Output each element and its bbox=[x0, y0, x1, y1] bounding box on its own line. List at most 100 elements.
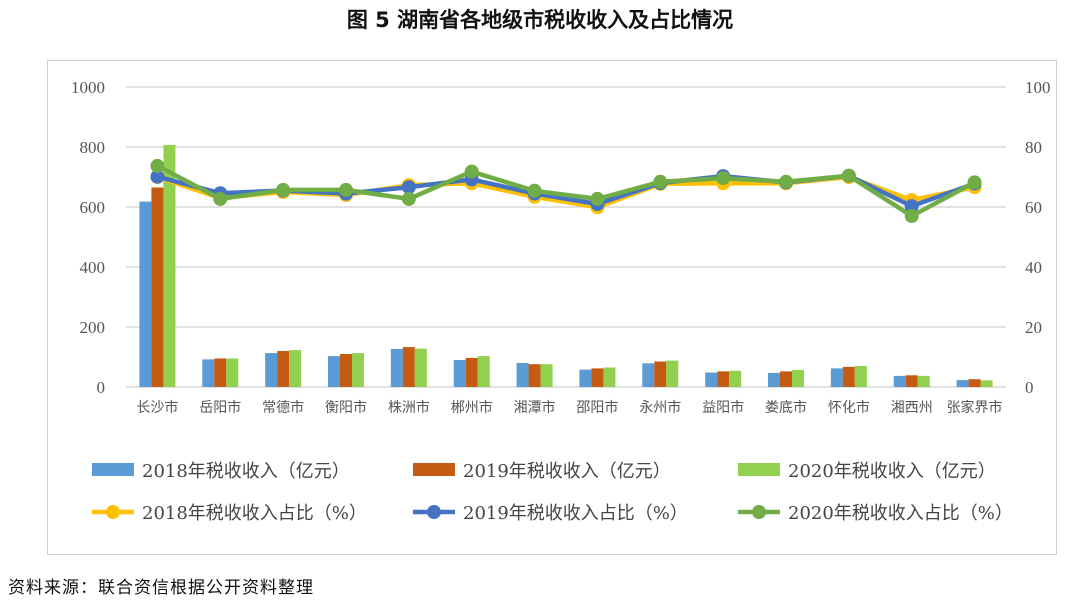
left-tick-label: 400 bbox=[80, 258, 106, 277]
bar bbox=[340, 354, 352, 387]
category-label: 娄底市 bbox=[765, 399, 807, 416]
legend-label: 2018年税收收入占比（%） bbox=[142, 503, 367, 524]
category-label: 株洲市 bbox=[388, 399, 430, 416]
line-point bbox=[527, 183, 542, 198]
bar bbox=[414, 348, 427, 387]
category-label: 张家界市 bbox=[947, 399, 1003, 416]
category-label: 长沙市 bbox=[136, 399, 178, 416]
legend-marker bbox=[752, 505, 766, 519]
bar bbox=[277, 351, 290, 387]
bar bbox=[579, 369, 592, 387]
bar bbox=[980, 380, 993, 387]
bar bbox=[729, 370, 742, 387]
chart-frame bbox=[47, 60, 1057, 555]
line-point bbox=[276, 182, 291, 197]
bar bbox=[352, 353, 364, 387]
legend-marker bbox=[106, 505, 120, 519]
category-label: 邵阳市 bbox=[576, 399, 618, 416]
bar bbox=[163, 144, 176, 387]
right-tick-label: 60 bbox=[1025, 198, 1042, 217]
line-point bbox=[401, 180, 416, 195]
bar bbox=[591, 368, 604, 387]
line-point bbox=[213, 191, 228, 206]
right-tick-label: 40 bbox=[1025, 258, 1042, 277]
left-tick-label: 200 bbox=[80, 318, 106, 337]
legend-swatch bbox=[92, 463, 134, 476]
bar bbox=[768, 372, 780, 387]
bar bbox=[540, 364, 553, 387]
legend-label: 2018年税收收入（亿元） bbox=[142, 461, 350, 482]
legend-label: 2020年税收收入（亿元） bbox=[788, 461, 996, 482]
left-tick-label: 800 bbox=[80, 138, 106, 157]
bar bbox=[717, 371, 730, 387]
category-label: 永州市 bbox=[639, 399, 681, 416]
bar bbox=[477, 356, 490, 387]
bar bbox=[854, 366, 867, 387]
bar bbox=[139, 201, 152, 387]
line-point bbox=[841, 168, 856, 183]
line-point bbox=[779, 174, 793, 189]
legend-swatch bbox=[738, 463, 780, 476]
right-tick-label: 100 bbox=[1025, 78, 1051, 97]
bar bbox=[603, 367, 616, 387]
bar bbox=[151, 187, 164, 387]
bar bbox=[265, 353, 278, 387]
bar bbox=[328, 356, 340, 387]
line-point bbox=[904, 199, 919, 214]
bar bbox=[289, 350, 302, 387]
bar bbox=[968, 379, 981, 387]
category-label: 湘潭市 bbox=[514, 399, 556, 416]
bar bbox=[654, 361, 667, 387]
series-line bbox=[156, 163, 976, 219]
bar bbox=[453, 360, 466, 387]
bar bbox=[214, 358, 227, 387]
line-point bbox=[590, 191, 605, 206]
bar bbox=[956, 380, 969, 387]
line-point bbox=[653, 174, 668, 189]
category-label: 郴州市 bbox=[451, 399, 493, 416]
source-note: 资料来源：联合资信根据公开资料整理 bbox=[8, 578, 314, 598]
line-point bbox=[967, 175, 982, 190]
right-tick-label: 0 bbox=[1025, 378, 1034, 397]
line-point bbox=[904, 209, 919, 223]
bar bbox=[792, 369, 804, 387]
bar bbox=[642, 363, 655, 387]
right-tick-label: 80 bbox=[1025, 138, 1042, 157]
legend-label: 2020年税收收入占比（%） bbox=[788, 503, 1013, 524]
line-point bbox=[150, 169, 165, 184]
chart-title: 图 5 湖南省各地级市税收收入及占比情况 bbox=[346, 8, 734, 32]
bar bbox=[528, 364, 541, 387]
right-tick-label: 20 bbox=[1025, 318, 1042, 337]
category-label: 怀化市 bbox=[828, 399, 870, 416]
bar bbox=[226, 358, 239, 387]
bar bbox=[666, 360, 679, 387]
line-point bbox=[716, 171, 731, 186]
bar bbox=[917, 375, 930, 387]
category-label: 湘西州 bbox=[891, 400, 933, 416]
category-label: 岳阳市 bbox=[199, 399, 241, 416]
legend-label: 2019年税收收入占比（%） bbox=[463, 503, 688, 524]
bar bbox=[390, 348, 403, 387]
bar bbox=[465, 357, 478, 387]
category-label: 益阳市 bbox=[702, 399, 744, 416]
legend-marker bbox=[427, 505, 441, 519]
legend-swatch bbox=[413, 463, 455, 476]
bar bbox=[516, 363, 529, 387]
bar bbox=[893, 375, 906, 387]
line-point bbox=[150, 158, 165, 173]
line-point bbox=[339, 182, 353, 197]
left-tick-label: 600 bbox=[80, 198, 106, 217]
bar bbox=[780, 371, 792, 387]
bar bbox=[830, 368, 843, 387]
left-tick-label: 1000 bbox=[71, 78, 105, 97]
bar bbox=[705, 372, 718, 387]
category-label: 衡阳市 bbox=[325, 399, 367, 416]
bar bbox=[842, 366, 855, 387]
line-point bbox=[464, 164, 479, 179]
bar bbox=[905, 375, 918, 387]
legend-label: 2019年税收收入（亿元） bbox=[463, 461, 671, 482]
bar bbox=[202, 359, 215, 387]
line-point bbox=[401, 191, 416, 206]
bar bbox=[402, 347, 415, 387]
